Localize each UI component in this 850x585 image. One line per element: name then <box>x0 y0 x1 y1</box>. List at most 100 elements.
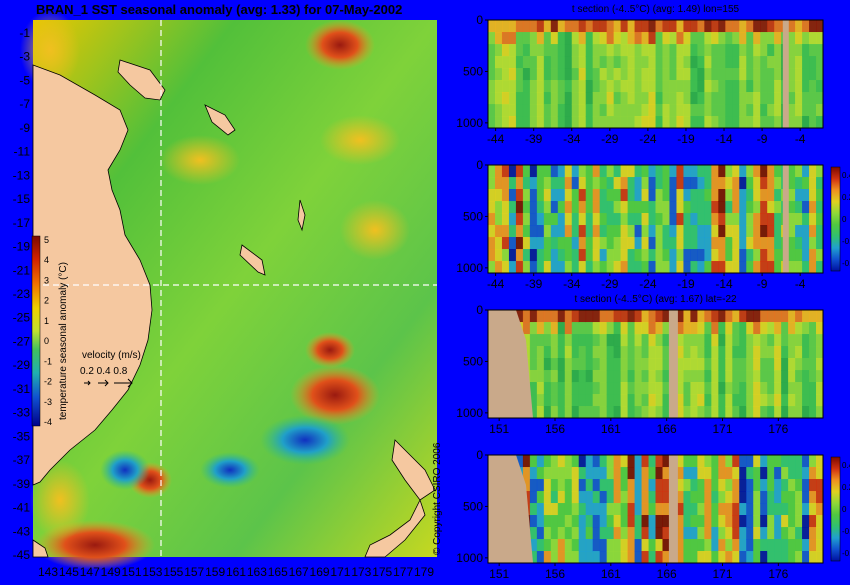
section-x-tick-label: -9 <box>757 132 768 145</box>
colorbar-tick-label: 5 <box>44 235 49 245</box>
section-y-tick-label: 0 <box>476 13 483 27</box>
colorbar-tick-label: 2 <box>44 296 49 306</box>
anomaly-colorbar-label: temperature seasonal anomaly (°C) <box>58 262 69 420</box>
lon-tick-label: 163 <box>247 565 267 579</box>
lat-tick-label: -7 <box>19 97 30 111</box>
lat-tick-label: -1 <box>19 26 30 40</box>
section-y-tick-label: 500 <box>463 64 483 78</box>
section-cells <box>488 20 824 129</box>
section-x-tick-label: -44 <box>487 132 505 145</box>
lat-tick-label: -19 <box>13 240 31 254</box>
velocity-colorbar-tick: -0.2 <box>842 527 850 536</box>
section-x-tick-label: -34 <box>563 132 581 145</box>
section-chart: t section (-4..5°C) (avg: 1.67) lat=-22 0… <box>456 294 824 436</box>
lat-tick-label: -37 <box>13 453 31 467</box>
lon-tick-label: 179 <box>414 565 434 579</box>
section-cells <box>488 310 824 419</box>
lat-tick-label: -9 <box>19 121 30 135</box>
lat-tick-label: -21 <box>13 263 31 277</box>
section-x-tick-label: -24 <box>639 277 657 290</box>
velocity-colorbar-tick: 0.2 <box>842 193 850 202</box>
velocity-legend-values: 0.2 0.4 0.8 <box>80 366 128 377</box>
velocity-colorbar <box>830 166 841 272</box>
new-caledonia-land <box>239 244 266 276</box>
section-x-tick-label: 156 <box>545 567 565 580</box>
section-cells <box>488 165 824 274</box>
section-x-tick-label: 156 <box>545 422 565 435</box>
lon-tick-label: 169 <box>310 565 330 579</box>
copyright-notice: © Copyright CSIRO 2006 <box>432 442 443 555</box>
new-zealand-south-land <box>364 498 426 558</box>
tasmania-land <box>32 539 49 558</box>
longitude-tick-labels: 143 145 147 149 151 153 155 157 159 161 163 165 167 1… <box>38 565 434 579</box>
lon-tick-label: 167 <box>289 565 309 579</box>
new-zealand-north-land <box>391 439 436 501</box>
lat-tick-label: -11 <box>14 145 31 159</box>
section-y-tick-label: 1000 <box>456 551 483 565</box>
section-panel-t-lat-22: t section (-4..5°C) (avg: 1.67) lat=-22 0… <box>450 290 850 436</box>
section-x-tick-label: 161 <box>601 567 621 580</box>
velocity-colorbar-tick: 0.4 <box>842 461 850 470</box>
lat-tick-label: -15 <box>13 192 31 206</box>
section-panel-vele-lon155: 0 500 1000 -44 -39 -34 -29 -24 -19 -14 -9 -4 0.4 0.2 0… <box>450 145 850 291</box>
colorbar-tick-label: 1 <box>44 316 49 326</box>
colorbar-tick-label: 3 <box>44 275 49 285</box>
section-x-tick-label: -4 <box>795 132 806 145</box>
section-y-tick-label: 0 <box>476 303 483 317</box>
bathymetry-mask <box>668 455 678 563</box>
anomaly-colorbar <box>31 235 41 427</box>
section-chart: 0 500 1000 151 156 161 166 171 176 0.4 0.2 0 -0.2 -0.… <box>456 448 850 581</box>
section-x-tick-label: -14 <box>715 132 733 145</box>
section-x-tick-label: -34 <box>563 277 581 290</box>
section-x-tick-label: -4 <box>795 277 806 290</box>
section-x-tick-label: 151 <box>489 567 509 580</box>
solomon-islands-land <box>204 104 236 136</box>
section-x-tick-label: 166 <box>657 567 677 580</box>
lat-tick-label: -35 <box>13 429 31 443</box>
anomaly-colorbar-ticks: 5 4 3 2 1 0 -1 -2 -3 -4 <box>44 235 52 427</box>
section-x-tick-label: -19 <box>677 277 695 290</box>
lon-tick-label: 151 <box>122 565 142 579</box>
velocity-colorbar-tick: 0.2 <box>842 483 850 492</box>
lat-tick-label: -45 <box>13 548 31 562</box>
bathymetry-mask <box>668 310 678 418</box>
section-x-tick-label: -29 <box>601 132 619 145</box>
section-x-tick-label: 161 <box>601 422 621 435</box>
velocity-colorbar-tick: -0.4 <box>842 549 850 558</box>
lon-tick-label: 165 <box>268 565 288 579</box>
lat-tick-label: -17 <box>13 216 31 230</box>
velocity-colorbar-tick: -0.4 <box>842 259 850 268</box>
lon-tick-label: 171 <box>330 565 350 579</box>
velocity-colorbar-tick: 0 <box>842 215 847 224</box>
lat-tick-label: -25 <box>13 311 31 325</box>
lat-tick-label: -31 <box>13 382 31 396</box>
section-x-tick-label: -14 <box>715 277 733 290</box>
bathymetry-mask <box>782 165 789 273</box>
colorbar-tick-label: -2 <box>44 377 52 387</box>
section-x-tick-label: -19 <box>677 132 695 145</box>
lon-tick-label: 149 <box>101 565 121 579</box>
velocity-legend-title: velocity (m/s) <box>82 350 141 361</box>
sst-map-chart: 5 4 3 2 1 0 -1 -2 -3 -4 temperature seasonal anom… <box>13 10 437 579</box>
section-title: t section (-4..5°C) (avg: 1.49) lon=155 <box>572 4 740 15</box>
colorbar-tick-label: 4 <box>44 255 49 265</box>
lat-tick-label: -41 <box>13 501 31 515</box>
section-y-tick-label: 1000 <box>456 261 483 275</box>
section-x-tick-label: -39 <box>525 132 543 145</box>
land-masks <box>32 59 436 558</box>
main-title: BRAN_1 SST seasonal anomaly (avg: 1.33) … <box>36 2 403 17</box>
lat-tick-label: -27 <box>13 334 31 348</box>
colorbar-tick-label: -4 <box>44 417 52 427</box>
section-x-tick-label: 171 <box>712 422 732 435</box>
lon-tick-label: 143 <box>38 565 58 579</box>
velocity-legend-arrows <box>84 378 133 388</box>
bathymetry-mask <box>782 20 789 128</box>
colorbar-tick-label: -1 <box>44 356 52 366</box>
lon-tick-label: 145 <box>59 565 79 579</box>
lat-tick-label: -43 <box>13 524 31 538</box>
section-x-tick-label: -9 <box>757 277 768 290</box>
section-y-tick-label: 500 <box>463 354 483 368</box>
lat-tick-label: -39 <box>13 477 31 491</box>
australia-land <box>32 64 153 486</box>
colorbar-tick-label: 0 <box>44 336 49 346</box>
